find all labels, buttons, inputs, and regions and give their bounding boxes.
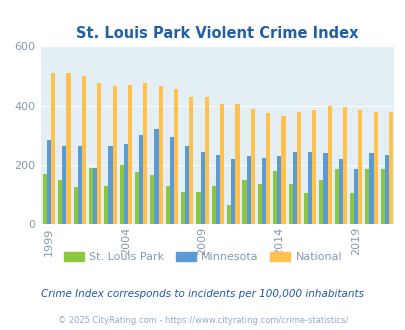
Bar <box>154 129 158 224</box>
Bar <box>388 112 392 224</box>
Bar <box>119 165 124 224</box>
Bar <box>181 192 185 224</box>
Bar <box>311 110 315 224</box>
Bar <box>231 159 235 224</box>
Bar <box>307 152 311 224</box>
Bar <box>318 180 323 224</box>
Bar <box>66 73 70 224</box>
Bar <box>139 135 143 224</box>
Bar <box>112 86 116 224</box>
Bar <box>134 172 139 224</box>
Bar <box>303 193 307 224</box>
Bar <box>220 104 224 224</box>
Bar <box>327 106 331 224</box>
Bar <box>97 83 101 224</box>
Bar <box>200 152 204 224</box>
Bar <box>189 97 193 224</box>
Bar <box>82 76 86 224</box>
Bar <box>104 186 108 224</box>
Bar <box>215 154 220 224</box>
Bar <box>273 171 277 224</box>
Title: St. Louis Park Violent Crime Index: St. Louis Park Violent Crime Index <box>76 26 358 41</box>
Bar <box>165 186 169 224</box>
Bar <box>158 86 162 224</box>
Bar <box>257 184 261 224</box>
Bar <box>342 107 346 224</box>
Bar <box>211 186 215 224</box>
Bar <box>353 170 357 224</box>
Bar <box>51 73 55 224</box>
Bar <box>277 156 281 224</box>
Bar <box>93 168 97 224</box>
Bar <box>261 157 265 224</box>
Bar <box>338 159 342 224</box>
Bar <box>246 156 250 224</box>
Bar <box>265 113 270 224</box>
Bar <box>292 152 296 224</box>
Bar <box>296 112 300 224</box>
Bar <box>128 85 132 224</box>
Bar <box>43 174 47 224</box>
Bar <box>323 153 327 224</box>
Bar <box>185 146 189 224</box>
Bar <box>204 97 208 224</box>
Bar <box>242 180 246 224</box>
Bar <box>364 170 369 224</box>
Bar <box>373 112 377 224</box>
Bar <box>226 205 231 224</box>
Bar <box>334 170 338 224</box>
Bar <box>169 137 174 224</box>
Bar <box>380 170 384 224</box>
Bar <box>150 176 154 224</box>
Bar <box>62 146 66 224</box>
Bar <box>124 144 128 224</box>
Bar <box>369 153 373 224</box>
Bar <box>250 109 254 224</box>
Bar <box>357 110 362 224</box>
Text: Crime Index corresponds to incidents per 100,000 inhabitants: Crime Index corresponds to incidents per… <box>41 289 364 299</box>
Bar <box>89 168 93 224</box>
Bar <box>143 83 147 224</box>
Bar <box>174 89 178 224</box>
Bar <box>384 154 388 224</box>
Bar <box>58 180 62 224</box>
Bar <box>281 116 285 224</box>
Bar <box>77 146 82 224</box>
Bar <box>349 193 353 224</box>
Bar <box>288 184 292 224</box>
Bar <box>47 140 51 224</box>
Legend: St. Louis Park, Minnesota, National: St. Louis Park, Minnesota, National <box>59 248 346 267</box>
Text: © 2025 CityRating.com - https://www.cityrating.com/crime-statistics/: © 2025 CityRating.com - https://www.city… <box>58 316 347 325</box>
Bar <box>235 104 239 224</box>
Bar <box>108 146 112 224</box>
Bar <box>73 187 77 224</box>
Bar <box>196 192 200 224</box>
